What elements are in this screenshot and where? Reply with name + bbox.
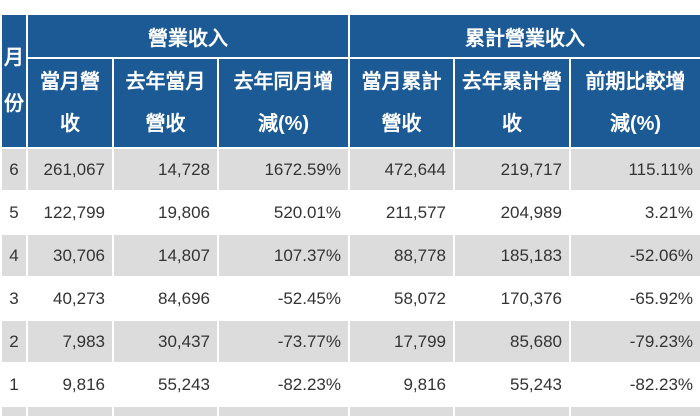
value-cell: 30,706 [26,233,114,278]
value-cell: 17,799 [348,319,456,364]
month-cell: 5 [0,190,28,235]
header-line: 當月營 [40,71,100,93]
table-row-month-3: 3 40,273 84,696 -52.45% 58,072 170,376 -… [0,276,700,321]
value-cell: 19,806 [112,190,219,235]
value-cell: 472,644 [348,147,456,192]
header-line: 減(%) [609,113,662,135]
group-header-revenue: 營業收入 [25,13,351,59]
month-cell: 6 [0,147,28,192]
group-header-row: 月 份 營業收入 累計營業收入 [0,13,700,149]
value-cell: -52.06% [569,233,700,278]
header-line: 去年同月增 [233,71,334,93]
column-header-current-cumulative-revenue: 當月累計 營收 [348,57,456,149]
value-cell: 204,989 [453,190,572,235]
value-cell: 122,799 [26,190,114,235]
value-cell: 185,183 [453,233,572,278]
value-cell [569,405,700,416]
value-cell: 1672.59% [216,147,351,192]
column-header-last-year-same-month-revenue: 去年當月 營收 [112,57,219,149]
value-cell: -82.23% [569,362,700,407]
value-cell [26,405,114,416]
value-cell: 88,778 [348,233,456,278]
column-header-period-change-pct: 前期比較增 減(%) [569,57,700,149]
header-line: 營收 [145,113,186,135]
column-header-last-year-cumulative-revenue: 去年累計營 收 [453,57,572,149]
column-header-month: 月 份 [0,13,28,149]
value-cell: 55,243 [453,362,572,407]
header-line: 收 [60,113,80,135]
table-row-month-4: 4 30,706 14,807 107.37% 88,778 185,183 -… [0,233,700,278]
month-cell: 2 [0,319,28,364]
table-row-month-5: 5 122,799 19,806 520.01% 211,577 204,989… [0,190,700,235]
value-cell: -65.92% [569,276,700,321]
value-cell: -73.77% [216,319,351,364]
table-row-month-6: 6 261,067 14,728 1672.59% 472,644 219,71… [0,147,700,192]
value-cell: 14,728 [112,147,219,192]
value-cell: -79.23% [569,319,700,364]
value-cell [112,405,219,416]
table-row-month-1: 1 9,816 55,243 -82.23% 9,816 55,243 -82.… [0,362,700,407]
value-cell: 40,273 [26,276,114,321]
month-header-line1: 月 [4,47,24,69]
header-line: 去年當月 [125,71,206,93]
value-cell: 261,067 [26,147,114,192]
value-cell: 7,983 [26,319,114,364]
value-cell: -52.45% [216,276,351,321]
header-line: 收 [502,113,523,135]
value-cell: 85,680 [453,319,572,364]
month-cell: 4 [0,233,28,278]
month-cell [0,405,28,416]
value-cell: 211,577 [348,190,456,235]
top-whitespace [0,0,700,13]
value-cell: 107.37% [216,233,351,278]
header-line: 前期比較增 [585,71,686,93]
header-line: 營收 [381,113,422,135]
value-cell: 115.11% [569,147,700,192]
value-cell [453,405,572,416]
value-cell: -82.23% [216,362,351,407]
monthly-revenue-table: 月 份 營業收入 累計營業收入 當月營 收 去年當月 營收 去年同月增 減(%) [0,13,700,416]
value-cell: 170,376 [453,276,572,321]
column-header-current-month-revenue: 當月營 收 [26,57,114,149]
month-cell: 1 [0,362,28,407]
value-cell: 84,696 [112,276,219,321]
month-header-line2: 份 [4,93,24,115]
column-header-yoy-change-pct: 去年同月增 減(%) [216,57,351,149]
group-header-cumulative-revenue: 累計營業收入 [348,13,700,59]
partial-next-row [0,405,700,416]
value-cell: 3.21% [569,190,700,235]
value-cell: 55,243 [112,362,219,407]
header-line: 當月累計 [361,71,442,93]
month-cell: 3 [0,276,28,321]
sub-header-row: 當月營 收 去年當月 營收 去年同月增 減(%) 當月累計 營收 去年累計營 [1,57,700,149]
table-row-month-2: 2 7,983 30,437 -73.77% 17,799 85,680 -79… [0,319,700,364]
value-cell [348,405,456,416]
value-cell: 14,807 [112,233,219,278]
value-cell: 520.01% [216,190,351,235]
value-cell: 219,717 [453,147,572,192]
header-line: 減(%) [257,113,310,135]
value-cell: 9,816 [348,362,456,407]
value-cell: 30,437 [112,319,219,364]
value-cell: 9,816 [26,362,114,407]
header-line: 去年累計營 [462,71,563,93]
value-cell: 58,072 [348,276,456,321]
value-cell [216,405,351,416]
